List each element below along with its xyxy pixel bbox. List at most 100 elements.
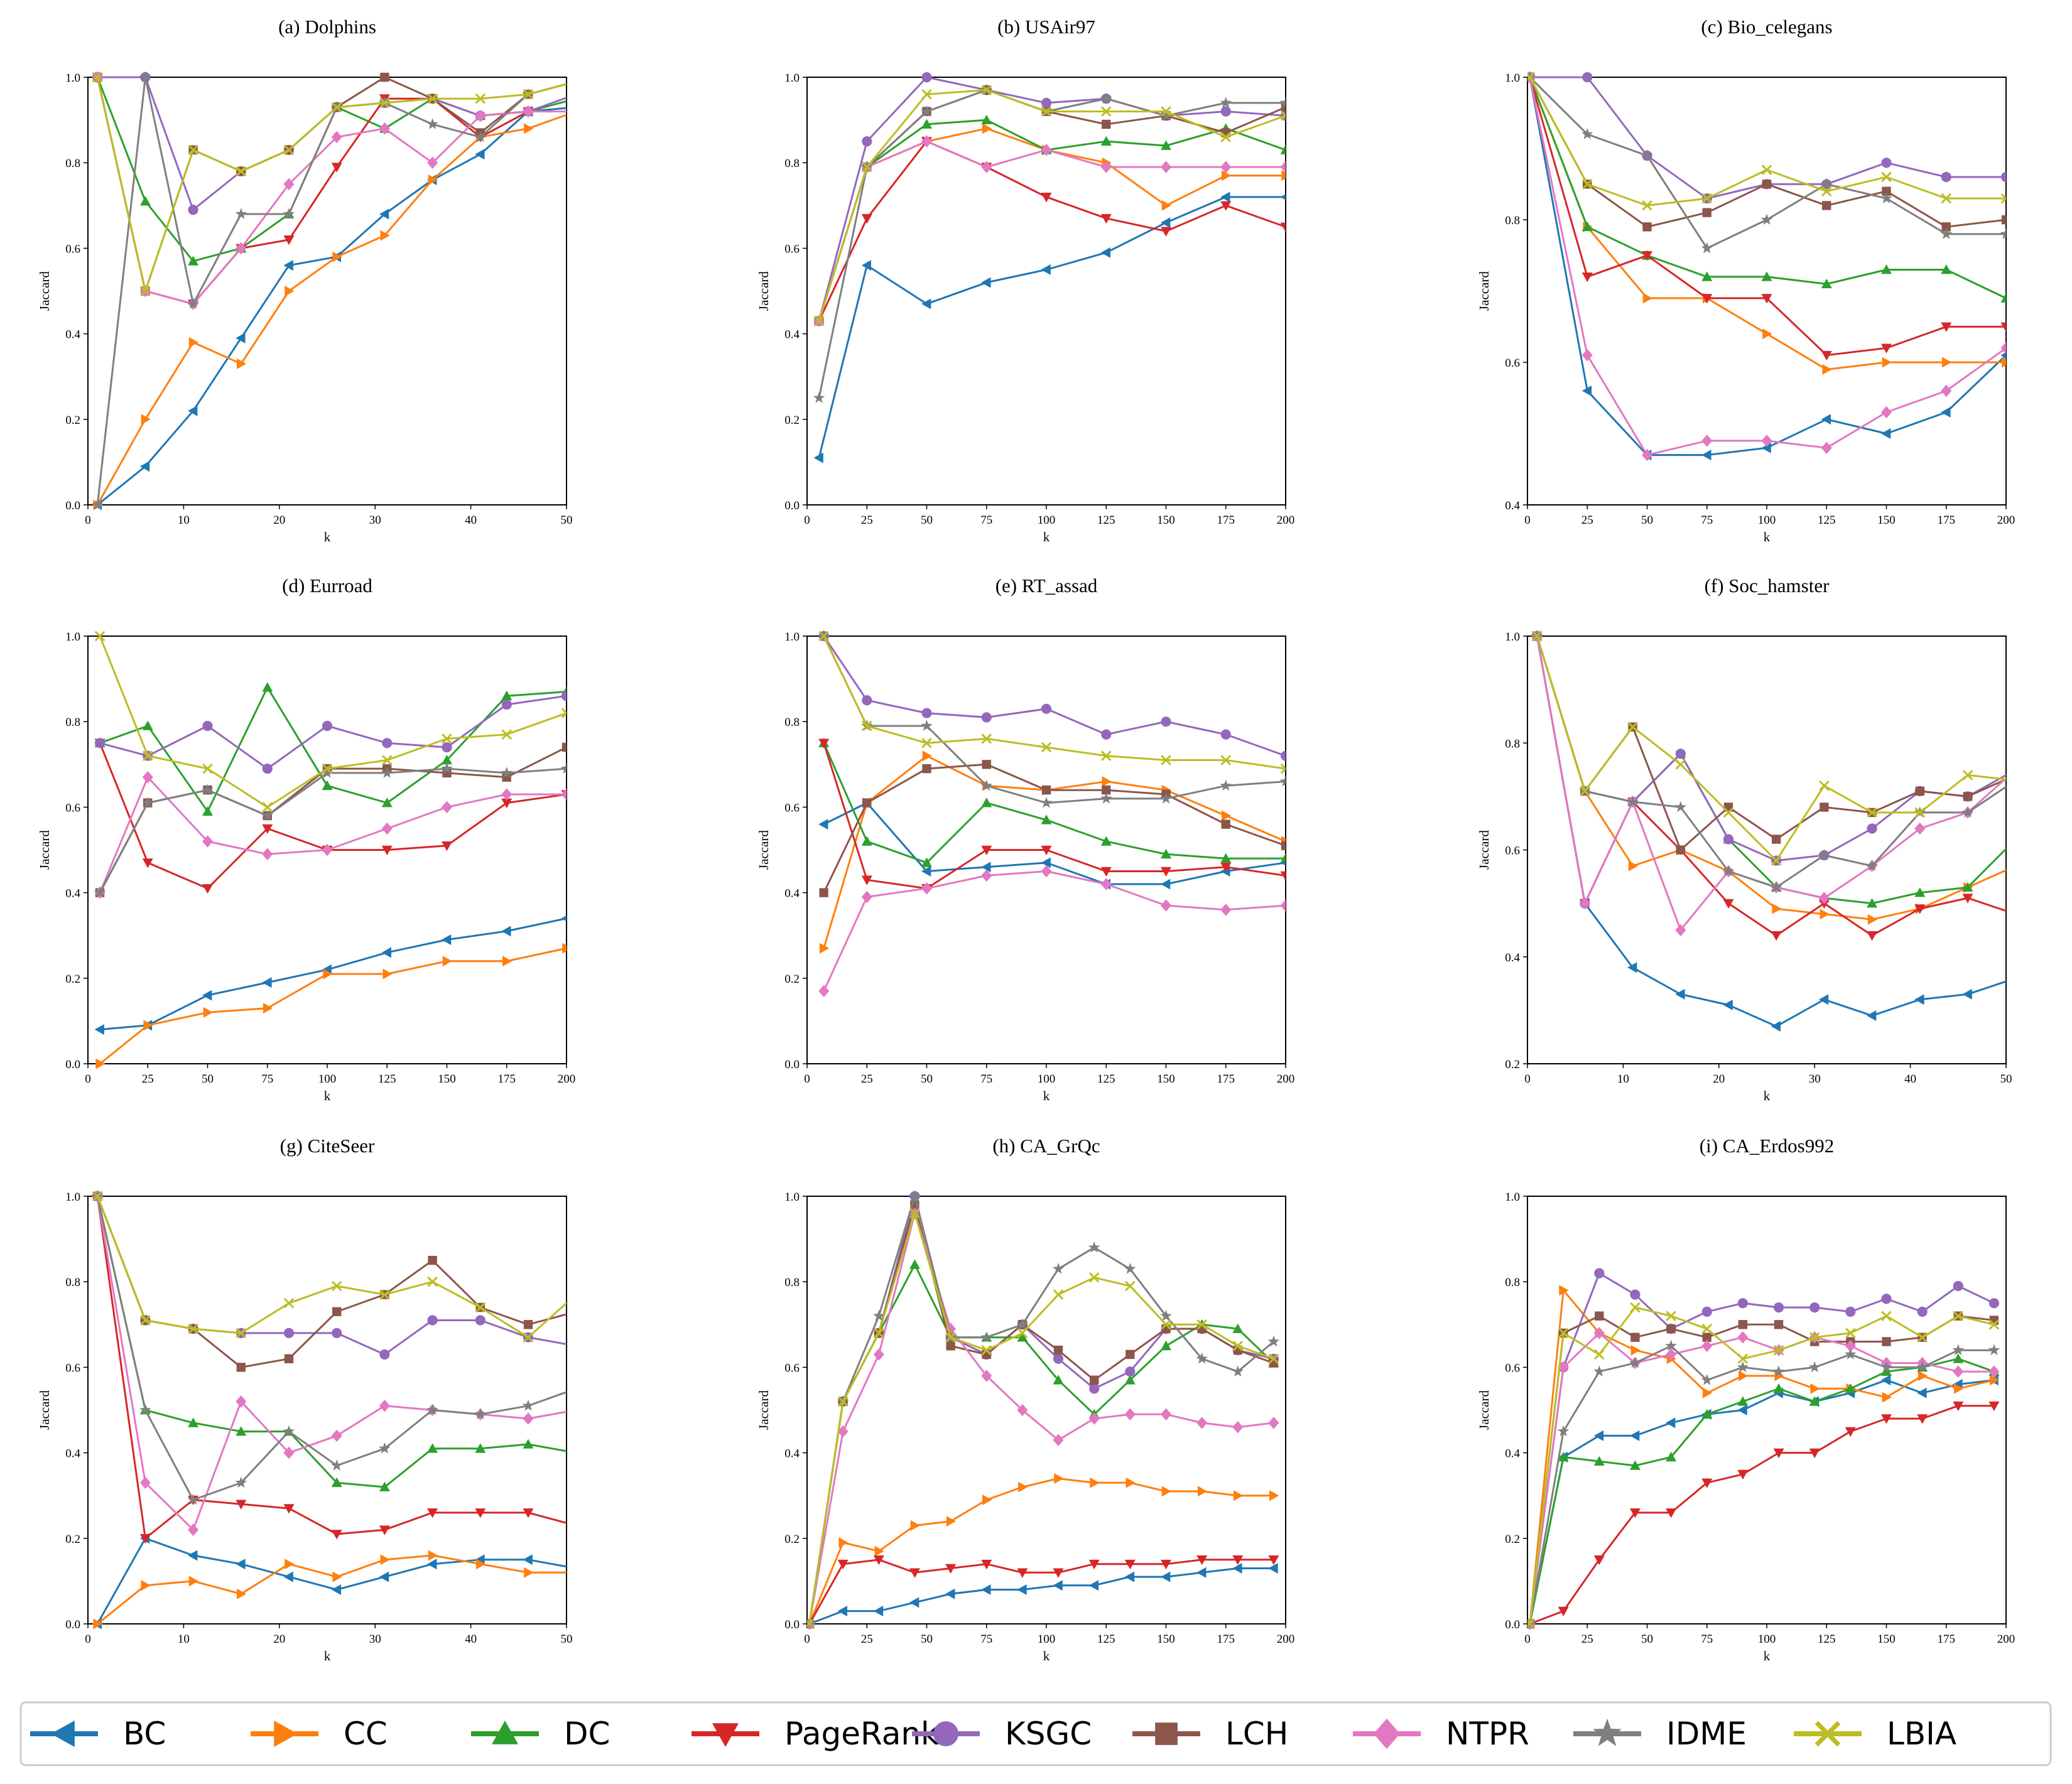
series-dc-point bbox=[188, 1417, 199, 1427]
series-bc-point bbox=[1917, 1387, 1927, 1398]
series-bc-point bbox=[1232, 1563, 1242, 1574]
y-tick-label: 0.8 bbox=[65, 157, 80, 170]
series-lbia-point bbox=[94, 630, 106, 642]
series-ksgc-point bbox=[1953, 1280, 1963, 1292]
x-tick-label: 125 bbox=[378, 1073, 396, 1086]
x-axis-label: k bbox=[1043, 1088, 1050, 1103]
series-pagerank-point bbox=[331, 1530, 342, 1540]
x-tick-label: 20 bbox=[1713, 1073, 1725, 1086]
series-lbia-point bbox=[1773, 1344, 1784, 1356]
series-lbia-point bbox=[523, 1332, 534, 1343]
y-tick-label: 0.8 bbox=[65, 1276, 80, 1289]
series-ksgc-point bbox=[442, 742, 452, 753]
series-lbia-point bbox=[442, 733, 452, 744]
series-idme-point bbox=[94, 886, 106, 898]
y-tick-label: 0.6 bbox=[65, 801, 80, 814]
y-tick-label: 0.4 bbox=[65, 1447, 80, 1461]
series-idme-point bbox=[1160, 109, 1172, 121]
panel-soc-hamster: (f) Soc_hamster 0 10 20 30 40 50 0.2 0.4 0.6 0.8 1.… bbox=[1477, 575, 2012, 1103]
series-dc-point bbox=[981, 114, 992, 124]
series-lbia bbox=[92, 1191, 567, 1343]
series-lbia bbox=[818, 630, 1286, 774]
series-dc-point bbox=[331, 1477, 342, 1488]
series-idme-point bbox=[142, 796, 154, 808]
series-lbia-point bbox=[1809, 1332, 1820, 1343]
series-lbia-point bbox=[92, 1191, 103, 1202]
series-ksgc-point bbox=[1701, 1306, 1712, 1317]
x-tick-label: 200 bbox=[1277, 1073, 1295, 1086]
x-tick-label: 200 bbox=[1997, 514, 2015, 527]
series-bc-point bbox=[427, 1559, 437, 1570]
series-cc-point bbox=[1018, 1481, 1028, 1493]
series-idme-point bbox=[1665, 1339, 1677, 1351]
y-tick-label: 0.8 bbox=[65, 716, 80, 729]
series-pagerank-point bbox=[1881, 1414, 1892, 1424]
series-idme-point bbox=[909, 1190, 921, 1201]
series-dc-point bbox=[322, 780, 333, 791]
series-lch-point bbox=[332, 1307, 342, 1316]
series-lbia-line bbox=[808, 1212, 1274, 1625]
series-dc-point bbox=[1701, 271, 1713, 281]
y-tick-label: 1.0 bbox=[784, 630, 800, 644]
series-ntpr-point bbox=[236, 1395, 247, 1408]
series-bc-point bbox=[873, 1606, 884, 1617]
series-lch-point bbox=[1941, 222, 1951, 232]
series-cc-point bbox=[285, 1559, 295, 1570]
series-ksgc-point bbox=[981, 712, 992, 723]
x-tick-label: 50 bbox=[2000, 1073, 2012, 1086]
series-pagerank-point bbox=[1041, 192, 1052, 203]
series-lch-point bbox=[1090, 1375, 1099, 1385]
series-lbia bbox=[807, 1208, 1279, 1630]
y-tick-label: 0.4 bbox=[1505, 951, 1520, 965]
series-lbia-point bbox=[1630, 1302, 1641, 1313]
plot-frame bbox=[87, 77, 567, 505]
series-ntpr-point bbox=[283, 1446, 295, 1459]
series-lbia-point bbox=[331, 102, 342, 112]
series-lbia-point bbox=[909, 1208, 920, 1219]
series-lch-point bbox=[1772, 835, 1781, 844]
series-pagerank-point bbox=[981, 845, 992, 855]
legend: BC CC DC PageRank KSGC LCH NTPR IDME LBIA bbox=[19, 1701, 2052, 1766]
series-cc-point bbox=[1917, 1370, 1928, 1381]
series-cc-point bbox=[502, 956, 513, 967]
series-cc-point bbox=[982, 123, 992, 134]
x-tick-label: 40 bbox=[465, 514, 477, 527]
series-dc-point bbox=[501, 690, 513, 701]
y-tick-label: 0.4 bbox=[784, 887, 800, 900]
x-tick-label: 0 bbox=[804, 1633, 810, 1646]
series-bc-point bbox=[1161, 1571, 1171, 1582]
series-idme bbox=[94, 762, 567, 898]
y-tick-label: 0.6 bbox=[784, 242, 800, 256]
series-idme-point bbox=[1627, 796, 1639, 807]
series-ntpr-point bbox=[1914, 822, 1926, 835]
x-tick-label: 150 bbox=[1157, 1073, 1175, 1086]
y-axis-label: Jaccard bbox=[1477, 830, 1492, 870]
series-dc-point bbox=[1124, 1375, 1136, 1385]
series-lch bbox=[1527, 72, 2006, 232]
legend-marker bbox=[712, 1723, 739, 1747]
series-lbia-point bbox=[1867, 807, 1877, 818]
series-cc-point bbox=[382, 968, 393, 980]
series-cc-point bbox=[237, 1588, 247, 1599]
series-dc-point bbox=[1232, 1323, 1244, 1333]
y-tick-label: 0.8 bbox=[1505, 737, 1520, 750]
y-tick-label: 0.8 bbox=[784, 157, 800, 170]
x-tick-label: 175 bbox=[498, 1073, 516, 1086]
series-cc-point bbox=[874, 1545, 884, 1557]
series-idme-point bbox=[1220, 97, 1232, 108]
series-idme-point bbox=[980, 779, 992, 791]
series-ksgc-point bbox=[862, 695, 872, 706]
series-pagerank-point bbox=[1161, 227, 1171, 237]
y-tick-label: 0.2 bbox=[1505, 1533, 1520, 1546]
series-pagerank-point bbox=[2000, 322, 2006, 332]
series-lch-line bbox=[1529, 1315, 1995, 1625]
series-cc-point bbox=[982, 1495, 992, 1505]
x-tick-label: 0 bbox=[85, 1073, 91, 1086]
series-ntpr-point bbox=[1232, 1421, 1244, 1434]
series-idme bbox=[91, 1190, 567, 1505]
x-tick-label: 25 bbox=[1581, 1633, 1593, 1646]
series-pagerank-point bbox=[1220, 862, 1232, 873]
series-pagerank-point bbox=[1100, 867, 1112, 877]
series-bc-point bbox=[1723, 999, 1733, 1010]
y-tick-label: 0.4 bbox=[65, 328, 80, 342]
